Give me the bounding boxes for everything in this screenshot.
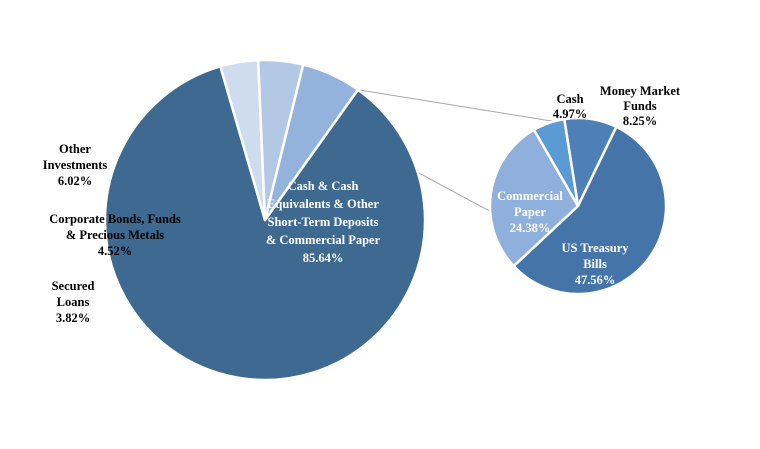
main-pie-label-corporate-bonds-funds-precious-metals: Corporate Bonds, Funds & Precious Metals 4… bbox=[49, 212, 181, 258]
secondary-pie-label-money-market-funds: Money Market Funds 8.25% bbox=[600, 84, 681, 128]
slice-value-label: 4.52% bbox=[98, 244, 132, 258]
slice-label-line: Corporate Bonds, Funds bbox=[49, 212, 181, 226]
slice-label-line: US Treasury bbox=[561, 241, 629, 255]
slice-value-label: 47.56% bbox=[575, 273, 616, 287]
slice-label-line: Cash & Cash bbox=[288, 179, 359, 193]
slice-value-label: 8.25% bbox=[623, 114, 657, 128]
slice-label-line: Commercial bbox=[497, 189, 563, 203]
slice-label-line: Bills bbox=[583, 257, 607, 271]
slice-value-label: 85.64% bbox=[303, 251, 344, 265]
main-pie-slice-other-investments bbox=[263, 63, 360, 222]
slice-label-line: Short-Term Deposits bbox=[268, 215, 379, 229]
slice-value-label: 24.38% bbox=[510, 221, 551, 235]
main-pie-label-cash-cash-equivalents-other-short-term-deposits-commercial-paper: Cash & Cash Equivalents & Other Short-Term… bbox=[266, 179, 381, 265]
slice-label-line: & Precious Metals bbox=[66, 228, 164, 242]
slice-label-line: Paper bbox=[514, 205, 546, 219]
secondary-pie-label-cash: Cash 4.97% bbox=[553, 92, 587, 121]
slice-label-line: Loans bbox=[57, 295, 90, 309]
slice-label-line: & Commercial Paper bbox=[266, 233, 381, 247]
secondary-pie-slice-us-treasury-bills bbox=[512, 125, 668, 296]
slice-value-label: 4.97% bbox=[553, 107, 587, 121]
slice-label-line: Secured bbox=[52, 279, 95, 293]
secondary-pie-label-us-treasury-bills: US Treasury Bills 47.56% bbox=[561, 241, 629, 287]
slice-label-line: Funds bbox=[623, 99, 656, 113]
slice-label-line: Investments bbox=[43, 158, 108, 172]
secondary-pie-label-commercial-paper: Commercial Paper 24.38% bbox=[497, 189, 563, 235]
main-pie-slice-cash-cash-equivalents-other-short-term-deposits-commercial-paper bbox=[103, 65, 427, 382]
main-pie-label-secured-loans: Secured Loans 3.82% bbox=[52, 279, 95, 325]
connector-line-top bbox=[357, 89, 554, 122]
slice-label-line: Other bbox=[59, 142, 91, 156]
slice-value-label: 3.82% bbox=[56, 311, 90, 325]
slice-label-line: Cash bbox=[556, 92, 583, 106]
slice-label-line: Equivalents & Other bbox=[267, 197, 379, 211]
slice-label-line: Money Market bbox=[600, 84, 681, 98]
secondary-pie-slice-cash bbox=[532, 117, 580, 208]
slice-value-label: 6.02% bbox=[58, 174, 92, 188]
secondary-pie-slice-commercial-paper bbox=[488, 128, 580, 268]
main-pie-label-other-investments: Other Investments 6.02% bbox=[43, 142, 108, 188]
